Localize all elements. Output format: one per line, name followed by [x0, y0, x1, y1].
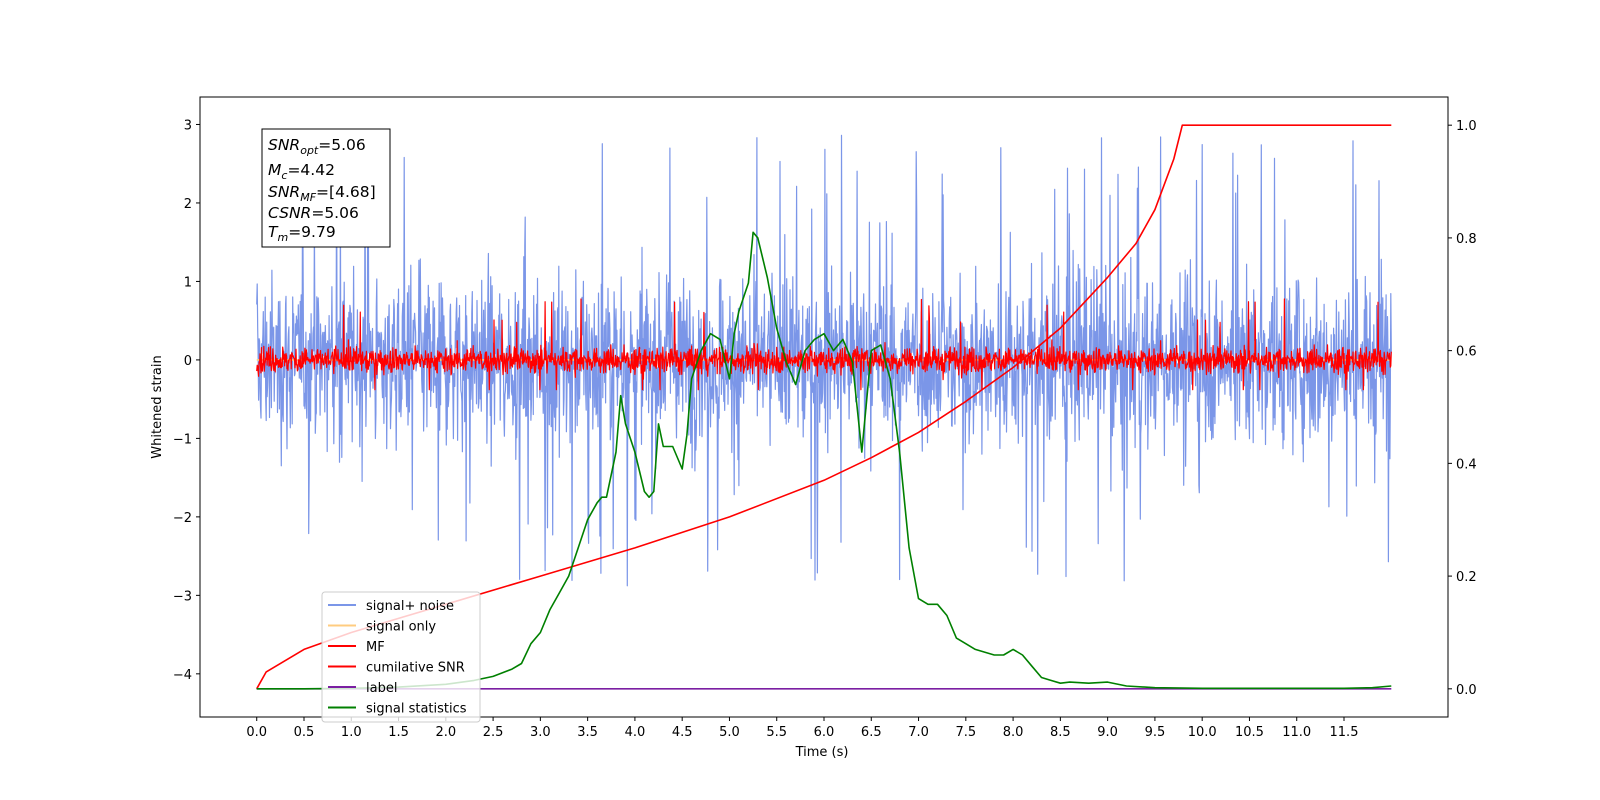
- y-tick-label: 1: [184, 275, 192, 290]
- x-tick-label: 6.0: [814, 725, 835, 740]
- y-tick-label: 3: [184, 118, 192, 133]
- x-tick-label: 4.0: [625, 725, 646, 740]
- x-axis-label: Time (s): [795, 745, 849, 760]
- y-tick-label: 2: [184, 197, 192, 212]
- x-tick-label: 0.5: [294, 725, 315, 740]
- series-line-signal-noise: [256, 134, 1392, 587]
- x-tick-label: 7.0: [908, 725, 929, 740]
- x-tick-label: 3.0: [530, 725, 551, 740]
- info-csnr: CSNR=5.06: [268, 204, 359, 222]
- x-tick-label: 2.5: [483, 725, 504, 740]
- x-tick-label: 10.0: [1188, 725, 1217, 740]
- x-tick-label: 8.0: [1003, 725, 1024, 740]
- y-axis-left: 3 2 1 0 −1 −2 −3 −4: [173, 118, 200, 683]
- legend-label: signal+ noise: [366, 599, 454, 614]
- y-tick-label: −3: [173, 589, 192, 604]
- y2-tick-label: 0.8: [1456, 232, 1477, 247]
- x-tick-label: 0.0: [246, 725, 267, 740]
- info-tm: Tm=9.79: [268, 223, 336, 244]
- x-tick-label: 4.5: [672, 725, 693, 740]
- legend: signal+ noise signal only MF cumilative SNR…: [321, 591, 481, 723]
- info-box: SNRopt=5.06 Mc=4.42 SNRMF=[4.68] CSNR=5.…: [261, 128, 391, 248]
- x-tick-label: 11.5: [1330, 725, 1359, 740]
- x-tick-label: 5.0: [719, 725, 740, 740]
- x-tick-label: 6.5: [861, 725, 882, 740]
- y2-tick-label: 0.2: [1456, 570, 1477, 585]
- y-tick-label: 0: [184, 354, 192, 369]
- y2-tick-label: 0.0: [1456, 683, 1477, 698]
- x-tick-label: 7.5: [955, 725, 976, 740]
- x-tick-label: 10.5: [1235, 725, 1264, 740]
- y-tick-label: −1: [173, 432, 192, 447]
- y2-tick-label: 0.4: [1456, 457, 1477, 472]
- x-tick-label: 9.0: [1097, 725, 1118, 740]
- legend-label: signal only: [366, 620, 436, 635]
- x-tick-label: 1.5: [388, 725, 409, 740]
- legend-label: MF: [366, 640, 385, 655]
- y-axis-label: Whitened strain: [150, 355, 165, 458]
- y-tick-label: −2: [173, 511, 192, 526]
- legend-label: label: [366, 681, 397, 696]
- y-tick-label: −4: [173, 668, 192, 683]
- legend-label: signal statistics: [366, 702, 467, 717]
- info-snr-mf: SNRMF=[4.68]: [268, 183, 376, 204]
- x-tick-label: 1.0: [341, 725, 362, 740]
- series-line-signal-statistics: [256, 231, 1392, 690]
- x-tick-label: 9.5: [1145, 725, 1166, 740]
- series-line-mf: [256, 298, 1392, 391]
- y2-tick-label: 1.0: [1456, 119, 1477, 134]
- x-tick-label: 3.5: [577, 725, 598, 740]
- legend-label: cumilative SNR: [366, 661, 465, 676]
- x-tick-label: 2.0: [435, 725, 456, 740]
- x-axis: 0.0 0.5 1.0 1.5 2.0 2.5 3.0 3.5 4.0 4.5 5.0 5.5 6.0 6…: [246, 717, 1358, 740]
- y2-tick-label: 0.6: [1456, 345, 1477, 360]
- info-snr-opt: SNRopt=5.06: [268, 136, 366, 157]
- x-tick-label: 8.5: [1050, 725, 1071, 740]
- info-mc: Mc=4.42: [268, 161, 335, 182]
- x-tick-label: 5.5: [766, 725, 787, 740]
- y-axis-right: 1.0 0.8 0.6 0.4 0.2 0.0: [1448, 119, 1477, 698]
- x-tick-label: 11.0: [1282, 725, 1311, 740]
